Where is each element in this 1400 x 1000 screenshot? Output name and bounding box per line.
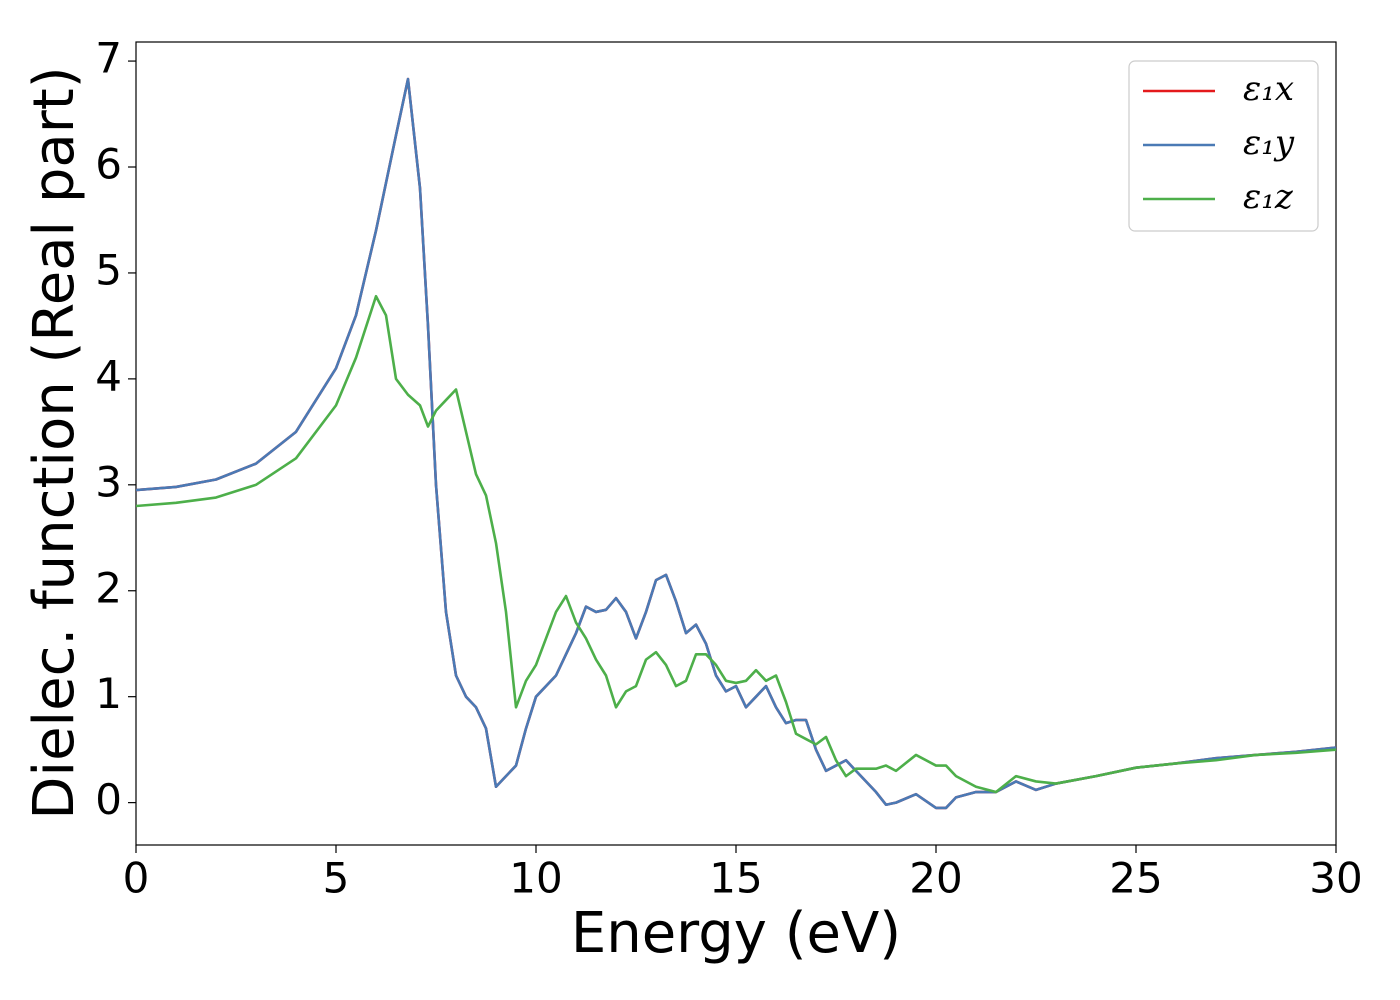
y-tick-label: 2 [95,563,122,612]
data-line [136,77,1336,810]
x-tick-label: 15 [709,854,762,903]
y-tick-label: 0 [95,775,122,824]
y-axis-label: Dielec. function (Real part) [22,66,87,819]
y-tick-label: 1 [95,669,122,718]
y-tick-label: 6 [95,140,122,189]
x-tick-label: 30 [1309,854,1362,903]
y-tick-label: 3 [95,457,122,506]
x-tick-label: 5 [323,854,350,903]
x-tick-label: 0 [123,854,150,903]
x-tick-label: 25 [1109,854,1162,903]
y-tick-label: 4 [95,351,122,400]
x-tick-label: 10 [509,854,562,903]
x-axis-label: Energy (eV) [571,901,901,966]
legend-label: ε₁x [1243,69,1294,109]
y-tick-label: 5 [95,245,122,294]
legend-label: ε₁z [1243,177,1294,217]
y-tick-label: 7 [95,34,122,83]
legend-box [1128,60,1319,232]
legend-label: ε₁y [1243,123,1295,163]
data-line [136,294,1336,794]
x-tick-label: 20 [909,854,962,903]
